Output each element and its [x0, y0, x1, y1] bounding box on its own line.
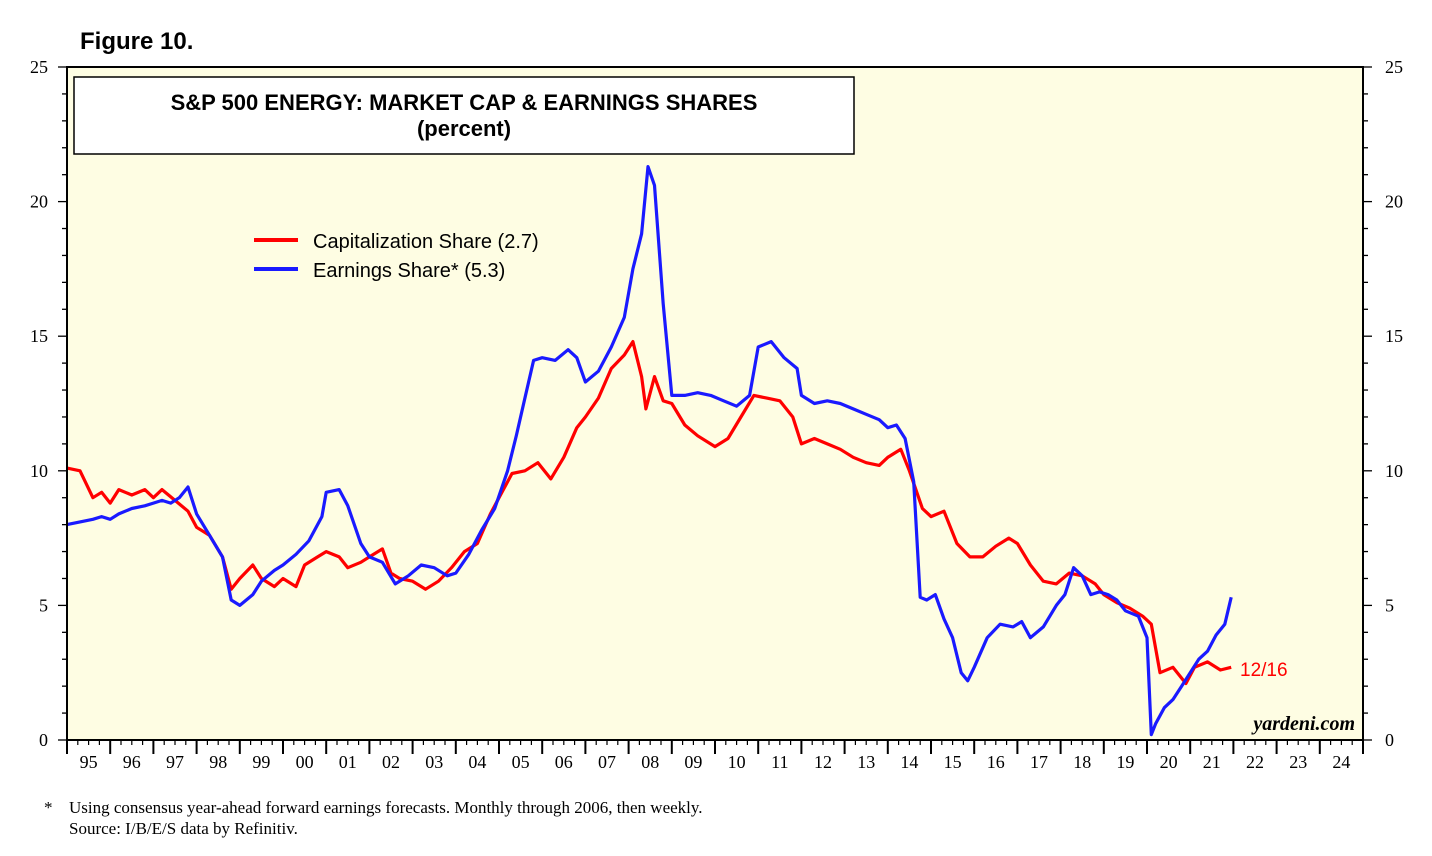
y-tick-label-left: 5 — [39, 595, 48, 615]
y-tick-label-right: 10 — [1385, 461, 1403, 481]
x-tick-label: 09 — [684, 752, 702, 772]
left-y-axis: 0 5 10 15 20 25 — [30, 57, 67, 750]
x-tick-label: 00 — [296, 752, 314, 772]
y-tick-label-right: 0 — [1385, 730, 1394, 750]
x-tick-label: 21 — [1203, 752, 1221, 772]
x-tick-label: 95 — [80, 752, 98, 772]
x-tick-label: 02 — [382, 752, 400, 772]
footnote-marker: * — [44, 798, 53, 817]
y-tick-label-left: 10 — [30, 461, 48, 481]
x-tick-label: 10 — [728, 752, 746, 772]
footnote-source: Source: I/B/E/S data by Refinitiv. — [69, 819, 298, 838]
y-tick-label-left: 15 — [30, 326, 48, 346]
legend: Capitalization Share (2.7) Earnings Shar… — [254, 231, 539, 282]
x-tick-label: 07 — [598, 752, 616, 772]
plot-border — [66, 66, 1364, 741]
footnote: * Using consensus year-ahead forward earn… — [44, 797, 703, 839]
x-tick-label: 05 — [512, 752, 530, 772]
x-tick-label: 04 — [468, 752, 486, 772]
x-tick-label: 96 — [123, 752, 141, 772]
footnote-line-1: * Using consensus year-ahead forward earn… — [44, 797, 703, 818]
x-tick-label: 13 — [857, 752, 875, 772]
x-tick-label: 17 — [1030, 752, 1048, 772]
chart-subtitle: (percent) — [417, 116, 511, 141]
plot-area — [67, 67, 1363, 740]
y-tick-label-right: 5 — [1385, 595, 1394, 615]
x-tick-label: 01 — [339, 752, 357, 772]
chart-title: S&P 500 ENERGY: MARKET CAP & EARNINGS SH… — [171, 90, 758, 115]
x-tick-label: 98 — [209, 752, 227, 772]
title-box: S&P 500 ENERGY: MARKET CAP & EARNINGS SH… — [73, 76, 855, 155]
x-tick-label: 20 — [1160, 752, 1178, 772]
watermark: yardeni.com — [1251, 713, 1355, 735]
right-y-axis: 0 5 10 15 20 25 — [1363, 57, 1403, 750]
y-tick-label-right: 25 — [1385, 57, 1403, 77]
x-tick-label: 14 — [900, 752, 918, 772]
x-tick-label: 15 — [944, 752, 962, 772]
figure-label: Figure 10. — [80, 28, 194, 55]
x-tick-label: 16 — [987, 752, 1005, 772]
x-tick-label: 06 — [555, 752, 573, 772]
x-tick-label: 23 — [1289, 752, 1307, 772]
x-tick-label: 12 — [814, 752, 832, 772]
x-tick-label: 97 — [166, 752, 184, 772]
x-tick-label: 24 — [1332, 752, 1350, 772]
legend-label-earnings: Earnings Share* (5.3) — [313, 260, 505, 282]
x-tick-label: 19 — [1116, 752, 1134, 772]
y-tick-label-right: 15 — [1385, 326, 1403, 346]
x-tick-label: 11 — [771, 752, 788, 772]
x-tick-label: 99 — [252, 752, 270, 772]
y-tick-label-left: 25 — [30, 57, 48, 77]
x-axis: 95 96 97 98 99 00 01 02 03 04 05 06 07 08 09 10 11 12 13 14… — [66, 740, 1364, 772]
series-line-1 — [66, 165, 1233, 737]
x-tick-label: 22 — [1246, 752, 1264, 772]
y-tick-label-left: 0 — [39, 730, 48, 750]
y-tick-label-right: 20 — [1385, 192, 1403, 212]
x-tick-label: 08 — [641, 752, 659, 772]
end-date-label: 12/16 — [1240, 660, 1288, 681]
legend-label-capitalization: Capitalization Share (2.7) — [313, 231, 539, 253]
series-line-0 — [66, 340, 1232, 686]
x-tick-label: 03 — [425, 752, 443, 772]
y-tick-label-left: 20 — [30, 192, 48, 212]
series-layer — [66, 165, 1233, 737]
x-tick-label: 18 — [1073, 752, 1091, 772]
footnote-text: Using consensus year-ahead forward earni… — [69, 798, 703, 817]
